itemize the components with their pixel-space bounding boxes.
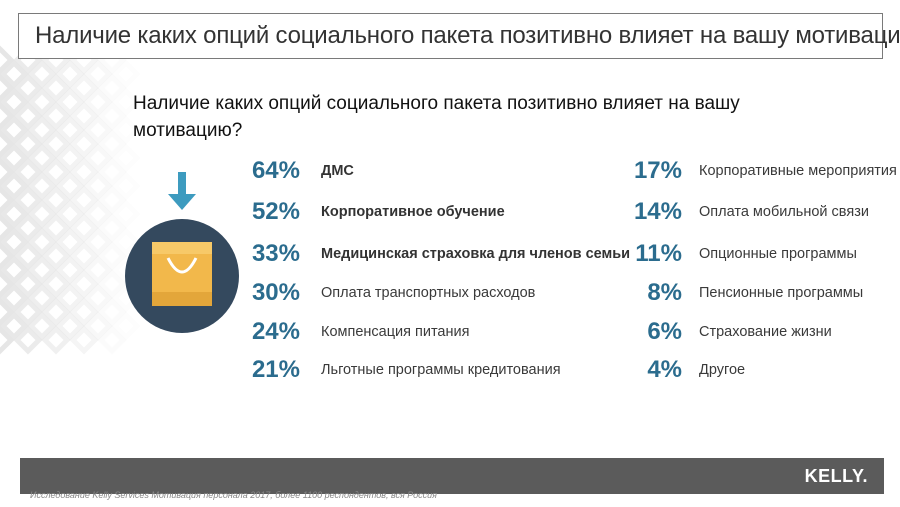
benefit-label: Компенсация питания (321, 324, 470, 340)
benefit-label: Корпоративное обучение (321, 204, 505, 220)
percent-value: 4% (647, 356, 682, 383)
percent-value: 30% (251, 279, 300, 306)
benefit-label: Медицинская страховка для членов семьи (321, 246, 631, 262)
benefit-label: Опционные программы (699, 246, 857, 262)
percent-value: 21% (251, 356, 300, 383)
benefit-label: Пенсионные программы (699, 285, 864, 301)
slide-title-box: Наличие каких опций социального пакета п… (18, 13, 900, 59)
footer-bar: KELLY. (20, 458, 884, 494)
decorative-diamond-pattern (0, 45, 141, 355)
percent-value: 17% (633, 157, 682, 184)
percent-value: 33% (251, 240, 300, 267)
percent-value: 52% (251, 198, 300, 225)
benefit-label: Страхование жизни (699, 324, 832, 340)
benefit-label: ДМС (321, 163, 354, 179)
kelly-logo: KELLY. (804, 466, 868, 486)
percent-value: 8% (647, 279, 682, 306)
source-note: Исследование Kelly Services Мотивация пе… (30, 490, 437, 500)
benefit-label: Другое (699, 362, 746, 378)
survey-question: Наличие каких опций социального пакета п… (133, 93, 740, 141)
benefit-label: Оплата транспортных расходов (321, 285, 536, 301)
percent-value: 6% (647, 318, 682, 345)
slide-title: Наличие каких опций социального пакета п… (35, 22, 900, 49)
percent-value: 14% (633, 198, 682, 225)
percent-value: 64% (251, 157, 300, 184)
benefit-label: Льготные программы кредитования (321, 362, 561, 378)
benefit-label: Корпоративные мероприятия (699, 163, 897, 179)
percent-value: 11% (635, 240, 682, 267)
benefit-label: Оплата мобильной связи (699, 204, 869, 220)
shopping-bag-icon (125, 172, 239, 333)
percent-value: 24% (251, 318, 300, 345)
